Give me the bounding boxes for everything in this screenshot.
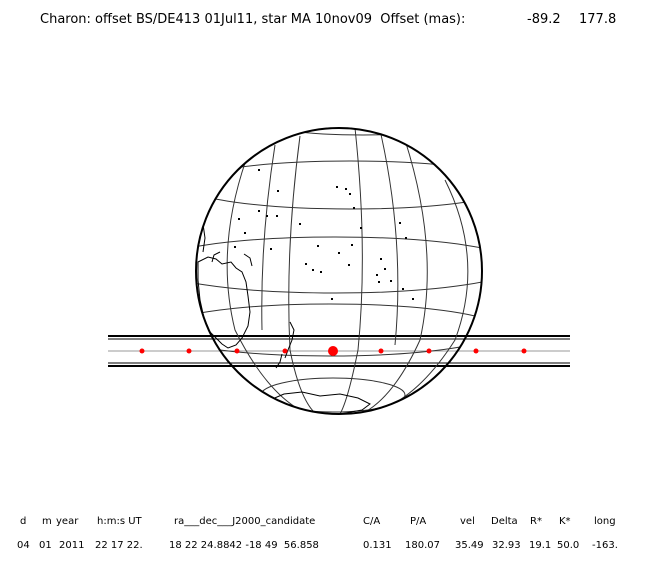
cell-value: 0.131 — [363, 540, 392, 551]
path-time-dot — [473, 348, 479, 354]
globe-limb — [195, 127, 483, 415]
coastline-segment — [211, 251, 221, 263]
path-time-dot — [426, 348, 432, 354]
coastlines — [197, 223, 371, 414]
cell-value: 01 — [39, 540, 52, 551]
cell-value: 35.49 — [455, 540, 484, 551]
meridian-line — [261, 144, 276, 331]
plot-title: Charon: offset BS/DE413 01Jul11, star MA… — [0, 12, 646, 32]
new-guinea-coastline — [243, 253, 253, 267]
path-time-dot — [234, 348, 240, 354]
cell-value: 50.0 — [557, 540, 580, 551]
title-text: Charon: offset BS/DE413 01Jul11, star MA… — [40, 12, 466, 27]
cell-value: 32.93 — [492, 540, 521, 551]
path-dots — [139, 346, 527, 356]
cell-value: 18 22 24.8842 -18 49 56.858 — [169, 540, 319, 551]
path-time-dot — [186, 348, 192, 354]
latitude-line — [196, 303, 482, 357]
offset-dec-value: 177.8 — [579, 12, 617, 27]
island-dots — [234, 169, 414, 300]
path-time-dot — [521, 348, 527, 354]
cell-value: 180.07 — [405, 540, 440, 551]
path-time-dot — [282, 348, 288, 354]
meridian-line — [288, 135, 317, 414]
meridian-line — [379, 129, 399, 346]
latitude-line — [258, 128, 468, 136]
coastline-segment — [202, 223, 206, 253]
offset-ra-value: -89.2 — [527, 12, 561, 27]
col-header: h:m:s UT — [97, 516, 142, 527]
latitude-line — [196, 236, 482, 294]
col-header: m — [42, 516, 52, 527]
graticule — [196, 128, 482, 414]
cell-value: 2011 — [59, 540, 85, 551]
col-header: ra___dec___J2000_candidate — [174, 516, 316, 527]
meridian-line — [226, 159, 301, 411]
col-header: vel — [460, 516, 475, 527]
col-header: K* — [559, 516, 571, 527]
col-header: year — [56, 516, 79, 527]
cell-value: -163. — [592, 540, 618, 551]
path-time-dot — [378, 348, 384, 354]
col-header: R* — [530, 516, 542, 527]
col-header: Delta — [491, 516, 518, 527]
col-header: P/A — [410, 516, 427, 527]
cell-value: 04 — [17, 540, 30, 551]
closest-approach-dot — [328, 346, 338, 356]
cell-value: 19.1 — [529, 540, 552, 551]
path-time-dot — [139, 348, 145, 354]
col-header: long — [594, 516, 616, 527]
meridian-line — [364, 139, 428, 413]
new-zealand-coastline — [284, 321, 295, 359]
shadow-path-band — [108, 335, 570, 367]
new-zealand-coastline — [275, 353, 283, 369]
event-table: d m year h:m:s UT ra___dec___J2000_candi… — [0, 516, 646, 556]
meridian-line — [339, 128, 363, 414]
australia-coastline — [197, 256, 251, 349]
cell-value: 22 17 22. — [95, 540, 143, 551]
latitude-line — [196, 160, 482, 210]
meridian-line — [379, 179, 469, 411]
col-header: d — [20, 516, 27, 527]
col-header: C/A — [363, 516, 381, 527]
